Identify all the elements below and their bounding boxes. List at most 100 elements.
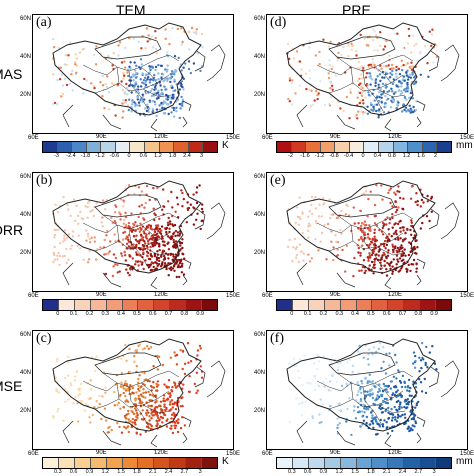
panel-label: (d) bbox=[270, 15, 287, 30]
colorbar-segment bbox=[159, 142, 175, 152]
colorbar-segment bbox=[420, 300, 437, 310]
lat-label: 20N bbox=[20, 408, 32, 414]
colorbar-tick-label: 2.7 bbox=[180, 469, 189, 475]
colorbar-segment bbox=[43, 142, 58, 152]
colorbar-ticks: 0.3 0.6 0.9 1.2 1.5 1.8 2.1 2.4 2.7 3 bbox=[42, 469, 216, 476]
colorbar-segment bbox=[379, 142, 394, 152]
colorbar-tick-label: 0 bbox=[361, 153, 365, 159]
colorbar-tick-label: 0.1 bbox=[69, 311, 78, 317]
colorbar-tick-label: 2.4 bbox=[164, 469, 173, 475]
map-panel-e: (e) bbox=[266, 172, 468, 292]
colorbar-segment bbox=[292, 458, 309, 468]
lat-label: 20N bbox=[254, 408, 266, 414]
colorbar-segment bbox=[340, 300, 357, 310]
lon-label: 90E bbox=[96, 292, 107, 298]
colorbar-tick-label: 0.1 bbox=[303, 311, 312, 317]
lon-label: 60E bbox=[28, 135, 39, 141]
colorbar-tick-label: 0.3 bbox=[287, 469, 296, 475]
map-canvas bbox=[286, 338, 460, 448]
lon-label: 120E bbox=[154, 134, 169, 140]
colorbar-segment bbox=[308, 300, 325, 310]
colorbar-segment bbox=[154, 300, 171, 310]
lat-label: 40N bbox=[20, 212, 32, 218]
colorbar-segment bbox=[145, 142, 160, 152]
colorbar-tick-label: 1.8 bbox=[367, 469, 375, 475]
colorbar-segment bbox=[74, 300, 91, 310]
colorbar-segment bbox=[101, 142, 116, 152]
colorbar-tick-label: 1.5 bbox=[117, 469, 125, 475]
colorbar bbox=[276, 141, 452, 153]
colorbar-tick-label: 0.5 bbox=[367, 311, 375, 317]
colorbar-tick-label: -1.2 bbox=[95, 153, 105, 159]
lat-label: 20N bbox=[20, 250, 32, 256]
colorbar-tick-label: 1.2 bbox=[335, 469, 344, 475]
map-panel-f: (f) bbox=[266, 330, 468, 450]
colorbar-tick-label: 0.2 bbox=[85, 311, 94, 317]
colorbar-segment bbox=[203, 142, 217, 152]
colorbar-tick-label: 0.8 bbox=[388, 153, 396, 159]
panel-label: (a) bbox=[36, 15, 52, 30]
colorbar-tick-label: 1.2 bbox=[154, 153, 162, 159]
colorbar-tick-label: 2.4 bbox=[398, 469, 407, 475]
colorbar-segment bbox=[90, 300, 107, 310]
colorbar-segment bbox=[202, 300, 217, 310]
colorbar-segment bbox=[58, 458, 75, 468]
country-boundaries bbox=[286, 180, 460, 290]
colorbar-tick-label: 1.8 bbox=[168, 153, 177, 159]
panel-label: (f) bbox=[270, 331, 284, 346]
colorbar-segment bbox=[170, 300, 187, 310]
colorbar-segment bbox=[106, 458, 123, 468]
colorbar-tick-label: -3 bbox=[54, 153, 59, 159]
lon-label: 90E bbox=[96, 450, 107, 456]
colorbar-segment bbox=[58, 300, 75, 310]
colorbar-ticks: -2 -1.6 -1.2 -0.8 -0.4 0 0.4 0.8 1.2 1.6 2 bbox=[276, 153, 450, 160]
panel-label: (c) bbox=[36, 331, 52, 346]
colorbar-segment bbox=[170, 458, 187, 468]
colorbar-segment bbox=[306, 142, 321, 152]
colorbar-tick-label: 0.9 bbox=[430, 311, 438, 317]
colorbar-tick-label: 1.2 bbox=[101, 469, 110, 475]
lon-label: 120E bbox=[388, 134, 403, 140]
country-boundaries bbox=[52, 22, 226, 132]
colorbar-unit: K bbox=[222, 140, 229, 151]
colorbar-segment bbox=[364, 142, 380, 152]
lon-label: 90E bbox=[96, 134, 107, 140]
colorbar-segment bbox=[356, 300, 373, 310]
lat-label: 20N bbox=[254, 250, 266, 256]
colorbar-segment bbox=[138, 300, 155, 310]
colorbar-segment bbox=[340, 458, 357, 468]
colorbar-segment bbox=[420, 458, 437, 468]
colorbar-segment bbox=[154, 458, 171, 468]
colorbar-tick-label: 0.3 bbox=[101, 311, 110, 317]
colorbar-segment bbox=[122, 458, 139, 468]
colorbar-tick-label: 3 bbox=[199, 153, 204, 159]
lat-label: 20N bbox=[20, 92, 32, 98]
colorbar-segment bbox=[422, 142, 438, 152]
colorbar-segment bbox=[372, 300, 389, 310]
colorbar-segment bbox=[72, 142, 87, 152]
colorbar-tick-label: 0.6 bbox=[139, 153, 148, 159]
lon-label: 60E bbox=[28, 293, 39, 299]
colorbar bbox=[42, 299, 218, 311]
colorbar-tick-label: 0.3 bbox=[335, 311, 344, 317]
colorbar-segment bbox=[404, 300, 421, 310]
colorbar-segment bbox=[324, 300, 341, 310]
colorbar-tick-label: 0 bbox=[127, 153, 131, 159]
lon-label: 150E bbox=[226, 293, 241, 299]
lat-label: 60N bbox=[254, 332, 266, 338]
lon-label: 150E bbox=[226, 451, 241, 457]
panel-label: (e) bbox=[270, 173, 286, 188]
colorbar-tick-label: 2.4 bbox=[183, 153, 191, 159]
colorbar-segment bbox=[291, 142, 307, 152]
colorbar-segment bbox=[43, 300, 59, 310]
lat-label: 60N bbox=[20, 174, 32, 180]
colorbar-segment bbox=[335, 142, 350, 152]
lon-label: 150E bbox=[460, 293, 474, 299]
colorbar bbox=[42, 141, 218, 153]
colorbar-segment bbox=[106, 300, 123, 310]
lat-label: 40N bbox=[20, 54, 32, 60]
lat-label: 60N bbox=[254, 174, 266, 180]
colorbar-segment bbox=[277, 300, 293, 310]
colorbar-segment bbox=[138, 458, 155, 468]
colorbar-tick-label: 0.9 bbox=[85, 469, 94, 475]
